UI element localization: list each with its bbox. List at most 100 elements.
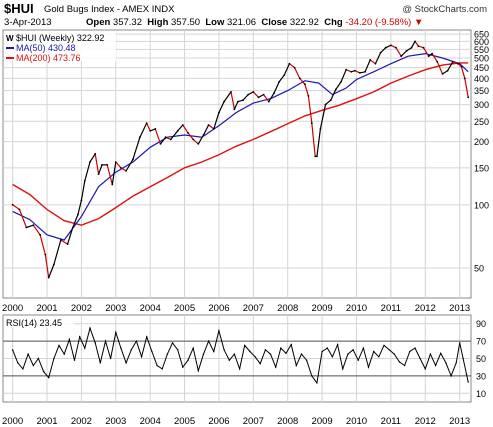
rsi-y-tick-70: 70: [476, 337, 486, 347]
rsi-point-10: [63, 353, 65, 355]
price-segment-66: [340, 69, 347, 83]
price-point-73: [379, 51, 382, 54]
price-point-19: [111, 183, 114, 186]
price-point-18: [106, 164, 109, 166]
price-segment-40: [218, 101, 225, 113]
price-segment-92: [464, 78, 469, 98]
rsi-label-box: [4, 316, 74, 328]
rsi-point-9: [58, 344, 60, 347]
low-label: Low: [205, 17, 225, 28]
price-point-32: [181, 124, 184, 126]
rsi-point-80: [424, 368, 426, 370]
price-x-tick-2013: 2013: [449, 303, 470, 314]
rsi-point-69: [367, 366, 370, 368]
price-y-tick-450: 450: [474, 63, 489, 73]
legend-price: $HUI (Weekly) 322.92: [16, 33, 104, 43]
price-point-8: [59, 239, 62, 241]
price-segment-56: [299, 78, 306, 85]
price-segment-36: [197, 134, 205, 145]
price-segment-33: [182, 124, 189, 134]
price-x-tick-2004: 2004: [140, 303, 161, 314]
rsi-x-tick-2009: 2009: [312, 416, 333, 427]
rsi-point-49: [264, 349, 267, 351]
price-point-59: [314, 155, 317, 158]
rsi-point-89: [465, 373, 468, 375]
rsi-point-42: [228, 359, 230, 361]
rsi-point-20: [115, 331, 117, 334]
price-y-tick-250: 250: [474, 117, 489, 127]
price-segment-29: [160, 136, 167, 145]
price-point-29: [164, 136, 167, 139]
price-segment-54: [289, 63, 295, 69]
price-segment-31: [170, 130, 179, 140]
price-segment-35: [192, 138, 199, 145]
price-point-2: [25, 226, 28, 229]
price-point-89: [457, 62, 459, 65]
price-segment-88: [447, 61, 454, 72]
price-segment-13: [80, 180, 86, 201]
price-point-67: [350, 70, 353, 73]
rsi-point-88: [462, 357, 464, 360]
price-point-85: [436, 60, 439, 63]
price-point-88: [451, 60, 454, 63]
price-segment-32: [177, 124, 184, 132]
rsi-point-13: [79, 336, 81, 338]
price-segment-1: [12, 204, 20, 210]
price-point-50: [273, 92, 275, 95]
price-segment-2: [18, 209, 27, 228]
rsi-point-16: [94, 342, 96, 344]
price-point-90: [460, 65, 463, 68]
price-segment-17: [98, 164, 103, 175]
rsi-point-77: [409, 350, 411, 353]
price-x-tick-2007: 2007: [243, 303, 264, 314]
price-point-4: [39, 233, 41, 236]
rsi-point-72: [383, 344, 385, 347]
symbol-title: $HUI: [4, 1, 34, 16]
price-point-5: [44, 253, 47, 256]
price-segment-48: [258, 94, 264, 98]
rsi-point-63: [336, 343, 339, 346]
price-segment-57: [304, 84, 309, 97]
rsi-point-74: [393, 353, 395, 355]
price-segment-34: [187, 132, 194, 140]
rsi-point-78: [414, 347, 416, 349]
rsi-point-82: [434, 364, 437, 367]
rsi-point-36: [197, 370, 199, 372]
price-point-23: [132, 158, 134, 161]
price-point-6: [47, 276, 50, 279]
price-point-36: [202, 134, 205, 136]
rsi-series-group: [11, 326, 469, 385]
rsi-point-66: [352, 349, 354, 351]
price-point-40: [223, 100, 226, 103]
price-segment-61: [316, 128, 321, 157]
price-segment-20: [111, 161, 117, 185]
price-segment-3: [26, 224, 34, 229]
high-value: 357.50: [171, 17, 201, 28]
chg-value: -34.20 (-9.58%): [345, 17, 412, 28]
price-point-37: [207, 124, 210, 126]
rsi-point-41: [223, 349, 225, 351]
price-point-27: [154, 127, 157, 130]
rsi-x-tick-2002: 2002: [71, 416, 92, 427]
price-point-9: [66, 243, 69, 246]
rsi-point-52: [280, 347, 282, 349]
quote-date: 3-Apr-2013: [4, 17, 52, 28]
rsi-point-45: [244, 344, 246, 347]
rsi-grid: [3, 315, 471, 402]
price-point-39: [218, 111, 220, 114]
rsi-point-62: [331, 356, 334, 358]
rsi-point-39: [213, 350, 215, 353]
price-point-71: [369, 59, 372, 61]
price-segment-58: [307, 95, 313, 124]
rsi-point-0: [11, 349, 14, 351]
price-point-65: [340, 81, 342, 83]
ma50-line: [12, 52, 469, 241]
price-segment-23: [125, 158, 134, 172]
price-point-70: [364, 70, 366, 73]
rsi-point-18: [104, 340, 107, 342]
price-point-63: [329, 99, 332, 102]
rsi-point-60: [321, 350, 323, 353]
price-point-58: [310, 122, 313, 124]
price-y-tick-100: 100: [474, 200, 489, 210]
price-legend: W $HUI (Weekly) 322.92 MA(50) 430.48 MA(…: [4, 31, 116, 63]
